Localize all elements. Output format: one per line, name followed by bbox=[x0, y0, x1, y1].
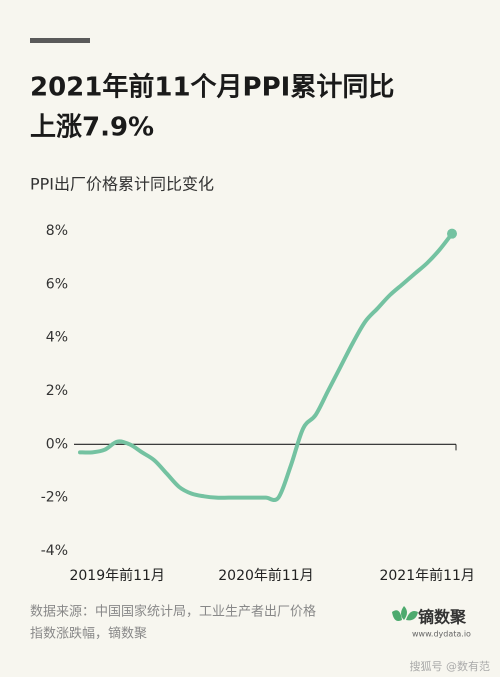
y-tick-label: 6% bbox=[46, 276, 68, 292]
logo-icon bbox=[392, 606, 418, 621]
end-point bbox=[447, 228, 457, 239]
x-tick-label: 2021年前11月 bbox=[379, 567, 474, 584]
y-tick-label: 0% bbox=[46, 436, 68, 452]
logo-url: www.dydata.io bbox=[412, 630, 471, 639]
x-tick-label: 2020年前11月 bbox=[218, 567, 313, 584]
line bbox=[78, 231, 454, 503]
chart-title: 上涨7.9% bbox=[30, 113, 154, 143]
y-tick-label: 2% bbox=[46, 383, 68, 399]
chart-subtitle: PPI出厂价格累计同比变化 bbox=[30, 175, 214, 194]
source: 指数涨跌幅，镝数聚 bbox=[30, 626, 147, 642]
x-tick-label: 2019年前11月 bbox=[69, 567, 164, 584]
y-tick-label: 4% bbox=[46, 330, 68, 346]
watermark: 搜狐号 @数有范 bbox=[410, 659, 491, 673]
y-tick-label: -2% bbox=[41, 490, 68, 506]
chart-title: 2021年前11个月PPI累计同比 bbox=[30, 72, 394, 103]
logo: 镝数聚 www.dydata.io bbox=[392, 606, 471, 639]
logo-name: 镝数聚 bbox=[418, 608, 467, 627]
source: 数据来源：中国国家统计局，工业生产者出厂价格 bbox=[30, 604, 316, 620]
y-tick-label: 8% bbox=[46, 223, 68, 239]
y-tick-label: -4% bbox=[41, 543, 68, 559]
header-bar bbox=[30, 38, 90, 43]
